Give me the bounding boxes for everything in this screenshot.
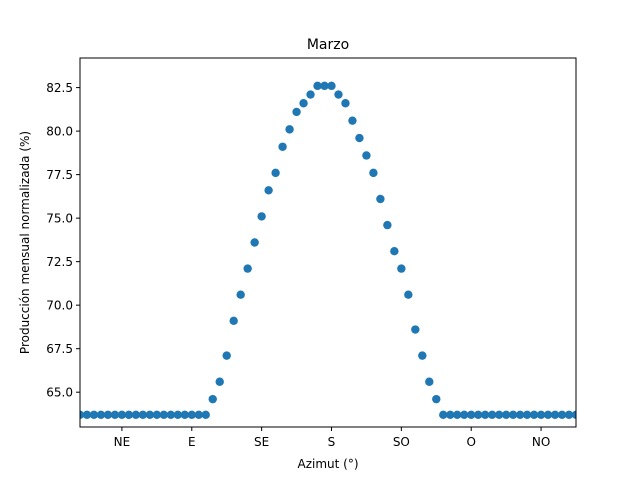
data-point <box>257 212 266 221</box>
data-point <box>432 394 441 404</box>
data-point <box>543 410 553 420</box>
y-tick-label: 80.0 <box>46 124 73 138</box>
data-point <box>383 220 392 230</box>
data-point <box>515 410 525 420</box>
data-point <box>327 81 336 91</box>
data-point <box>536 410 546 420</box>
data-point <box>501 410 511 420</box>
y-tick-label: 82.5 <box>46 81 73 95</box>
data-point <box>564 410 574 420</box>
data-point <box>278 142 287 151</box>
x-tick-label: E <box>188 435 196 449</box>
data-point <box>89 410 99 420</box>
data-point <box>173 410 183 420</box>
data-point <box>529 410 539 420</box>
x-axis-label: Azimut (°) <box>297 457 358 471</box>
x-axis-ticks: NE E SE S SO O NO <box>114 427 550 449</box>
data-point <box>131 410 141 420</box>
data-point <box>480 410 490 420</box>
data-point <box>82 410 92 420</box>
y-tick-label: 67.5 <box>46 342 73 356</box>
data-point <box>138 410 148 420</box>
data-point <box>397 264 406 273</box>
data-point <box>229 316 238 326</box>
x-tick-label: SE <box>254 435 269 449</box>
data-point <box>334 90 343 99</box>
data-point <box>236 290 245 299</box>
y-tick-label: 70.0 <box>46 298 73 312</box>
data-point <box>159 410 169 420</box>
chart-title: Marzo <box>307 37 349 53</box>
data-point <box>571 410 576 420</box>
plot-frame <box>79 57 577 428</box>
data-point <box>348 116 357 125</box>
data-point <box>166 410 176 420</box>
y-tick-label: 72.5 <box>46 255 73 269</box>
data-point <box>376 194 385 204</box>
data-point <box>180 410 189 420</box>
data-point <box>194 410 203 420</box>
data-point <box>404 290 413 299</box>
x-tick-label: O <box>466 435 475 449</box>
data-point <box>355 133 364 143</box>
data-point <box>103 410 113 420</box>
data-point <box>467 410 476 420</box>
data-point <box>201 410 210 420</box>
data-point <box>453 410 462 420</box>
data-point <box>208 394 217 404</box>
data-point <box>439 410 448 420</box>
data-point <box>460 410 469 420</box>
x-tick-label: S <box>328 435 336 449</box>
x-tick-label: SO <box>393 435 410 449</box>
data-point <box>110 410 120 420</box>
data-point <box>299 99 308 108</box>
data-point <box>243 264 252 273</box>
data-point <box>187 410 196 420</box>
data-point <box>418 351 427 360</box>
data-point <box>117 410 127 420</box>
data-point <box>411 325 420 334</box>
data-points <box>80 81 576 420</box>
data-point <box>362 151 371 160</box>
y-axis-label: Producción mensual normalizada (%) <box>18 131 32 354</box>
data-point <box>285 125 294 134</box>
y-tick-label: 65.0 <box>46 385 73 399</box>
data-point <box>313 81 322 91</box>
data-point <box>264 186 273 195</box>
data-point <box>320 81 329 91</box>
x-tick-label: NO <box>532 435 550 449</box>
data-point <box>271 168 280 178</box>
x-tick-label: NE <box>114 435 131 449</box>
data-point <box>369 168 378 178</box>
data-point <box>390 247 399 256</box>
data-point <box>145 410 155 420</box>
data-point <box>425 377 434 386</box>
data-point <box>522 410 532 420</box>
data-point <box>96 410 106 420</box>
data-point <box>550 410 560 420</box>
data-point <box>292 107 301 117</box>
data-point <box>557 410 567 420</box>
data-point <box>306 90 315 99</box>
data-point <box>508 410 518 420</box>
data-point <box>446 410 455 420</box>
y-tick-label: 75.0 <box>46 211 73 225</box>
data-point <box>473 410 483 420</box>
data-point <box>494 410 504 420</box>
data-point <box>487 410 497 420</box>
data-point <box>215 377 224 386</box>
y-tick-label: 77.5 <box>46 168 73 182</box>
data-point <box>152 410 162 420</box>
data-point <box>341 99 350 108</box>
data-point <box>250 238 259 247</box>
data-point <box>80 410 85 420</box>
data-point <box>124 410 134 420</box>
y-axis-ticks: 65.0 67.5 70.0 72.5 75.0 77.5 80.0 82.5 <box>46 81 80 399</box>
data-point <box>222 351 231 360</box>
